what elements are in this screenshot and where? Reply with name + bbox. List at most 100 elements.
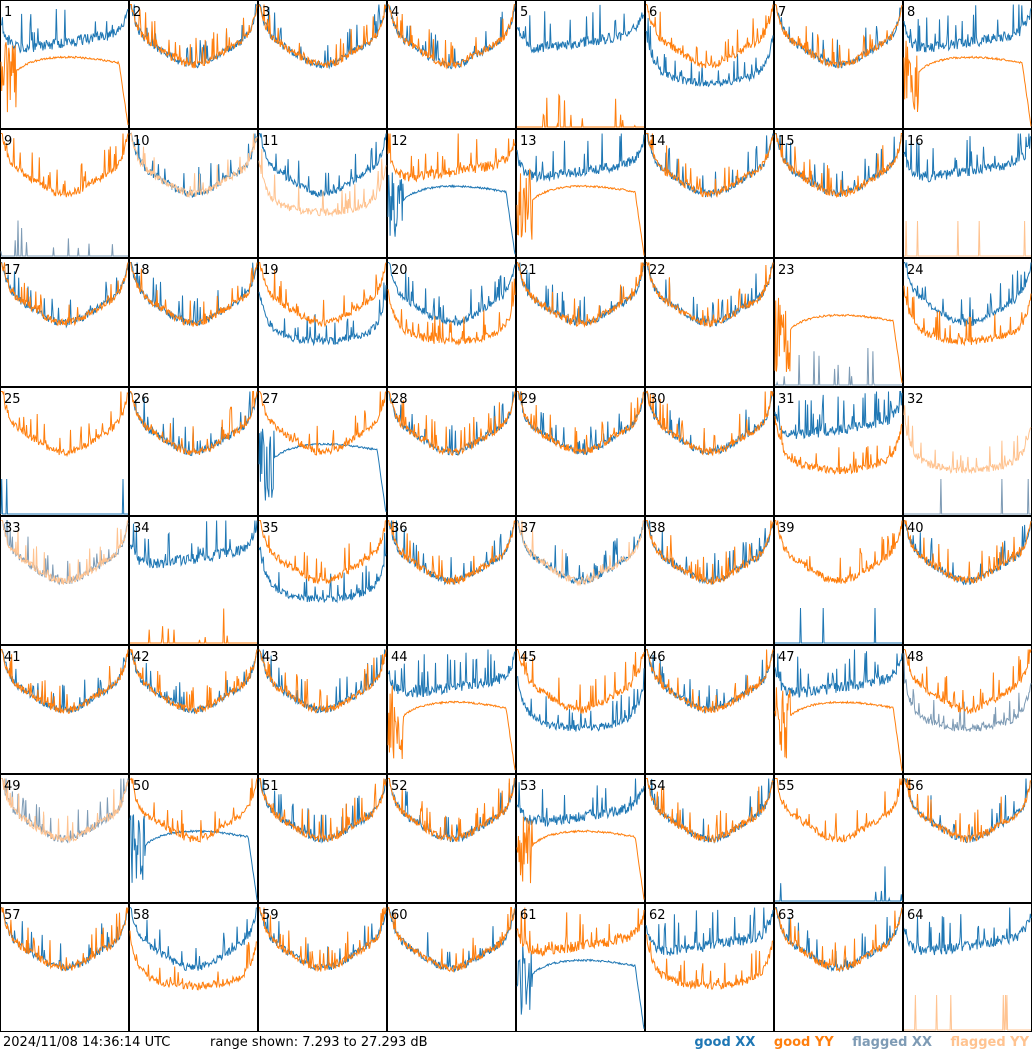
panel-label: 40 <box>907 521 924 536</box>
panel-48: 48 <box>903 645 1032 774</box>
panel-25: 25 <box>0 387 129 516</box>
series-xx <box>645 907 774 956</box>
panel-49: 49 <box>0 774 129 903</box>
panel-36: 36 <box>387 516 516 645</box>
series-yy <box>1 520 129 585</box>
series-xx <box>775 866 903 902</box>
panel-59: 59 <box>258 903 387 1032</box>
panel-label: 48 <box>907 650 924 665</box>
panel-62: 62 <box>645 903 774 1032</box>
series-yy <box>388 391 516 456</box>
panel-18: 18 <box>129 258 258 387</box>
panel-label: 8 <box>907 5 915 20</box>
series-yy <box>775 133 902 199</box>
series-xx <box>517 520 645 585</box>
panel-label: 45 <box>520 650 537 665</box>
panel-frame <box>129 516 258 645</box>
series-yy <box>129 777 258 843</box>
panel-63: 63 <box>774 903 903 1032</box>
series-xx <box>516 943 645 1029</box>
panel-37: 37 <box>516 516 645 645</box>
panel-label: 42 <box>133 650 150 665</box>
panel-label: 6 <box>649 5 657 20</box>
series-yy <box>517 93 644 128</box>
panel-label: 3 <box>262 5 270 20</box>
series-yy <box>387 685 516 771</box>
legend-flagged-xx: flagged XX <box>852 1035 932 1050</box>
series-xx <box>516 4 645 54</box>
panel-1: 1 <box>0 0 129 129</box>
series-xx <box>903 653 1032 732</box>
series-yy <box>130 262 258 327</box>
panel-label: 27 <box>262 392 279 407</box>
series-yy <box>645 390 774 457</box>
series-yy <box>646 649 774 714</box>
panel-label: 4 <box>391 5 399 20</box>
panel-label: 23 <box>778 263 795 278</box>
series-yy <box>1 390 129 458</box>
panel-43: 43 <box>258 645 387 774</box>
series-xx <box>258 532 387 604</box>
series-yy <box>259 778 387 843</box>
series-yy <box>904 994 1031 1031</box>
panel-label: 30 <box>649 392 666 407</box>
panel-32: 32 <box>903 387 1032 516</box>
panel-52: 52 <box>387 774 516 903</box>
series-yy <box>645 934 774 991</box>
series-yy <box>774 907 903 973</box>
panel-frame <box>387 129 516 258</box>
panel-4: 4 <box>387 0 516 129</box>
series-xx <box>129 520 258 569</box>
series-yy <box>646 133 774 198</box>
series-xx <box>0 220 128 257</box>
series-yy <box>0 907 129 972</box>
series-yy <box>259 391 387 456</box>
panel-label: 43 <box>262 650 279 665</box>
panel-label: 58 <box>133 908 150 923</box>
panel-label: 64 <box>907 908 924 923</box>
panel-frame <box>516 129 645 258</box>
panel-3: 3 <box>258 0 387 129</box>
panel-label: 52 <box>391 779 408 794</box>
series-xx <box>904 478 1031 515</box>
panel-17: 17 <box>0 258 129 387</box>
series-yy <box>1 778 129 844</box>
series-xx <box>646 390 774 455</box>
panel-40: 40 <box>903 516 1032 645</box>
panel-label: 39 <box>778 521 795 536</box>
series-xx <box>516 778 645 828</box>
panel-label: 29 <box>520 392 537 407</box>
panel-label: 9 <box>4 134 12 149</box>
series-xx <box>388 391 516 456</box>
panel-54: 54 <box>645 774 774 903</box>
series-yy <box>1 649 129 714</box>
panel-14: 14 <box>645 129 774 258</box>
series-xx <box>904 262 1032 327</box>
panel-label: 46 <box>649 650 666 665</box>
panel-label: 61 <box>520 908 537 923</box>
panel-label: 59 <box>262 908 279 923</box>
panel-frame <box>903 903 1032 1032</box>
panel-42: 42 <box>129 645 258 774</box>
panel-24: 24 <box>903 258 1032 387</box>
panel-31: 31 <box>774 387 903 516</box>
panel-label: 49 <box>4 779 21 794</box>
panel-label: 38 <box>649 521 666 536</box>
panel-57: 57 <box>0 903 129 1032</box>
series-yy <box>130 649 258 715</box>
series-yy <box>1 133 129 198</box>
series-xx <box>387 172 516 255</box>
panel-label: 2 <box>133 5 141 20</box>
series-xx <box>775 347 902 386</box>
series-yy <box>903 405 1032 475</box>
panel-label: 63 <box>778 908 795 923</box>
panel-30: 30 <box>645 387 774 516</box>
panel-label: 41 <box>4 650 21 665</box>
panel-38: 38 <box>645 516 774 645</box>
series-xx <box>645 17 774 88</box>
panel-45: 45 <box>516 645 645 774</box>
range-text: range shown: 7.293 to 27.293 dB <box>210 1035 428 1050</box>
panel-11: 11 <box>258 129 387 258</box>
panel-label: 26 <box>133 392 150 407</box>
series-yy <box>646 520 774 585</box>
